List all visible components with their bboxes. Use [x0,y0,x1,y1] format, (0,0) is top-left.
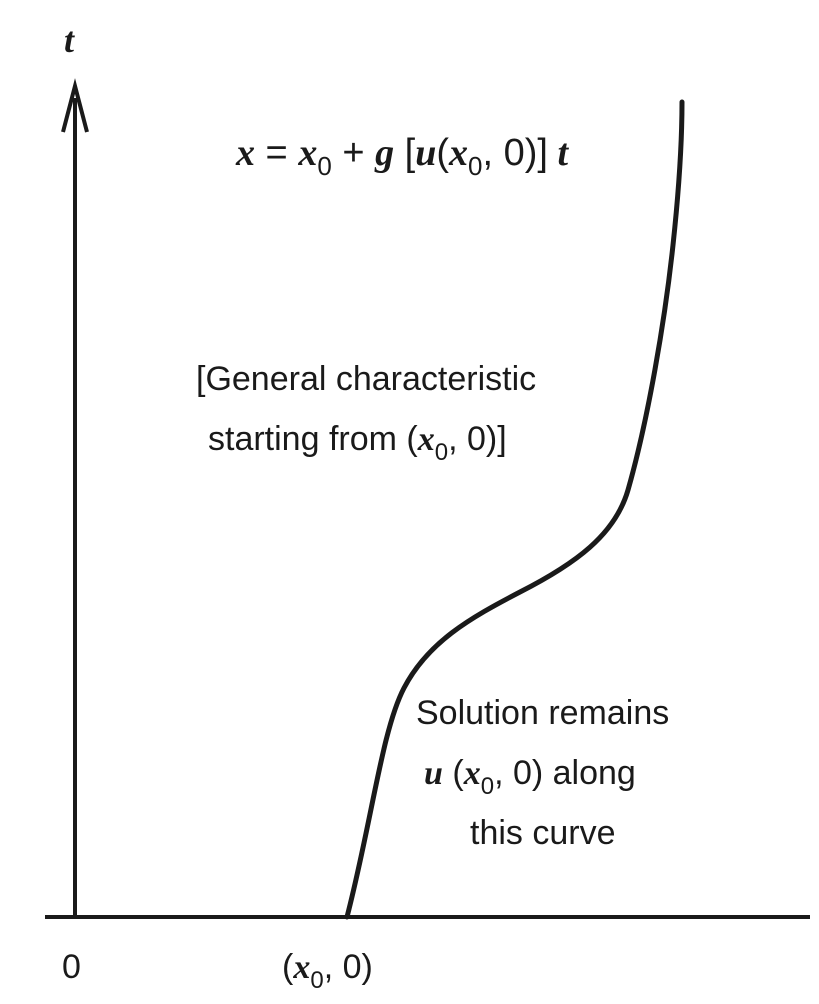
start-point-label: (x0, 0) [282,948,373,994]
solution-note-line3: this curve [470,814,616,852]
characteristic-note-line1: [General characteristic [196,360,536,398]
characteristic-equation: x = x0 + g [u(x0, 0)] t [235,132,569,181]
t-axis-label: t [64,20,75,60]
origin-label: 0 [62,948,81,986]
characteristic-curve [344,99,685,920]
solution-note-line1: Solution remains [416,694,669,732]
characteristic-note-line2: starting from (x0, 0)] [208,420,507,466]
solution-note-line2: u (x0, 0) along [424,754,636,800]
t-axis-arrowhead [61,78,89,133]
